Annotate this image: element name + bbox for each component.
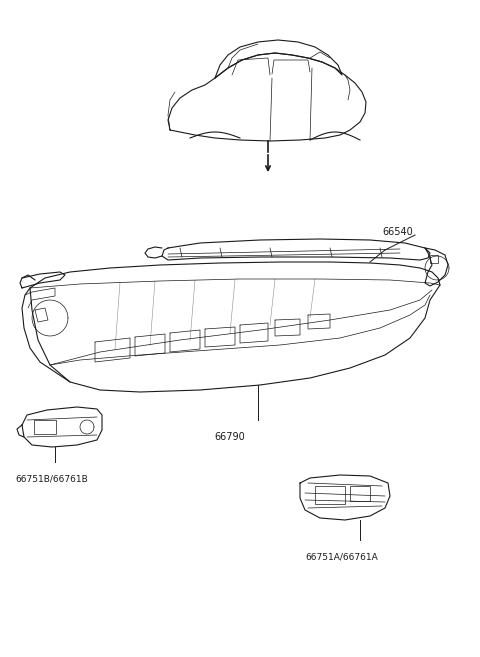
Bar	[430, 255, 438, 263]
Bar	[350, 486, 370, 501]
Text: 66751A/66761A: 66751A/66761A	[305, 553, 378, 562]
Text: 66540: 66540	[382, 227, 413, 237]
Bar	[34, 420, 56, 434]
Bar	[315, 486, 345, 504]
Text: 66790: 66790	[215, 432, 245, 442]
Text: 66751B/66761B: 66751B/66761B	[15, 475, 88, 484]
